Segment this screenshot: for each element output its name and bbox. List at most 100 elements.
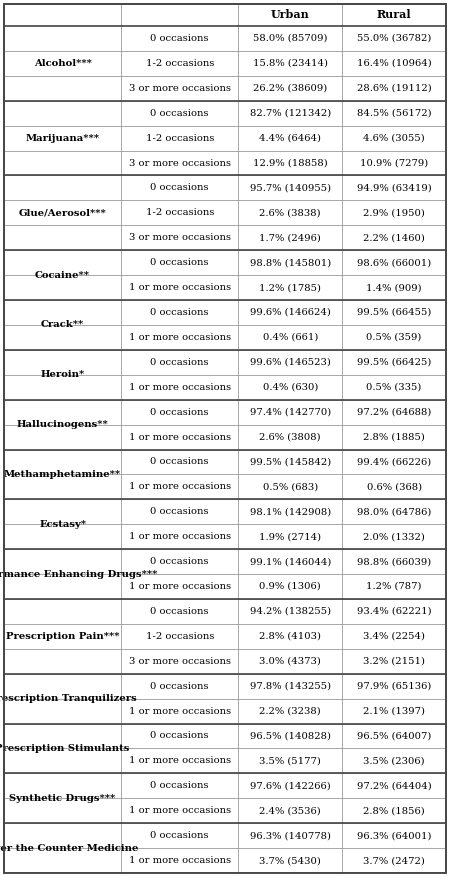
Text: 0 occasions: 0 occasions — [150, 308, 209, 317]
Text: 1 or more occasions: 1 or more occasions — [129, 532, 231, 541]
Text: 97.4% (142770): 97.4% (142770) — [250, 408, 331, 417]
Text: 0 occasions: 0 occasions — [150, 781, 209, 790]
Text: 95.7% (140955): 95.7% (140955) — [250, 183, 331, 192]
Text: 1.2% (787): 1.2% (787) — [366, 582, 422, 591]
Text: 0.6% (368): 0.6% (368) — [366, 482, 422, 491]
Text: 58.0% (85709): 58.0% (85709) — [253, 34, 328, 43]
Text: 2.0% (1332): 2.0% (1332) — [363, 532, 425, 541]
Text: 1 or more occasions: 1 or more occasions — [129, 582, 231, 591]
Text: 2.8% (1885): 2.8% (1885) — [363, 432, 425, 441]
Text: 2.2% (3238): 2.2% (3238) — [259, 707, 321, 716]
Text: Heroin*: Heroin* — [40, 370, 85, 379]
Text: 16.4% (10964): 16.4% (10964) — [357, 59, 432, 68]
Text: 55.0% (36782): 55.0% (36782) — [357, 34, 431, 43]
Text: 98.1% (142908): 98.1% (142908) — [250, 507, 331, 517]
Text: Over the Counter Medicine: Over the Counter Medicine — [0, 844, 139, 852]
Text: 0 occasions: 0 occasions — [150, 258, 209, 267]
Text: 1-2 occasions: 1-2 occasions — [145, 209, 214, 217]
Text: 94.2% (138255): 94.2% (138255) — [250, 607, 331, 616]
Text: 82.7% (121342): 82.7% (121342) — [250, 109, 331, 118]
Text: 99.6% (146523): 99.6% (146523) — [250, 358, 331, 367]
Text: 2.9% (1950): 2.9% (1950) — [363, 209, 425, 217]
Text: 0 occasions: 0 occasions — [150, 607, 209, 616]
Text: 0 occasions: 0 occasions — [150, 681, 209, 691]
Text: 2.1% (1397): 2.1% (1397) — [363, 707, 425, 716]
Text: 2.8% (4103): 2.8% (4103) — [259, 631, 321, 641]
Text: 0.9% (1306): 0.9% (1306) — [259, 582, 321, 591]
Text: 98.8% (66039): 98.8% (66039) — [357, 557, 431, 566]
Text: Synthetic Drugs***: Synthetic Drugs*** — [9, 794, 116, 802]
Text: 2.2% (1460): 2.2% (1460) — [363, 233, 425, 242]
Text: 0 occasions: 0 occasions — [150, 183, 209, 192]
Text: 99.5% (66425): 99.5% (66425) — [357, 358, 431, 367]
Text: 1-2 occasions: 1-2 occasions — [145, 59, 214, 68]
Text: 0 occasions: 0 occasions — [150, 831, 209, 840]
Text: 1.2% (1785): 1.2% (1785) — [259, 283, 321, 292]
Text: 97.8% (143255): 97.8% (143255) — [250, 681, 331, 691]
Text: 3.0% (4373): 3.0% (4373) — [259, 657, 321, 666]
Text: 3 or more occasions: 3 or more occasions — [129, 657, 231, 666]
Text: 97.6% (142266): 97.6% (142266) — [250, 781, 331, 790]
Text: 96.3% (64001): 96.3% (64001) — [357, 831, 431, 840]
Text: 2.8% (1856): 2.8% (1856) — [363, 806, 425, 816]
Text: Prescription Tranquilizers: Prescription Tranquilizers — [0, 694, 136, 703]
Text: 84.5% (56172): 84.5% (56172) — [357, 109, 432, 118]
Text: Performance Enhancing Drugs***: Performance Enhancing Drugs*** — [0, 569, 157, 579]
Text: 1 or more occasions: 1 or more occasions — [129, 482, 231, 491]
Text: 96.3% (140778): 96.3% (140778) — [250, 831, 331, 840]
Text: 3.5% (5177): 3.5% (5177) — [259, 756, 321, 766]
Text: 0.4% (630): 0.4% (630) — [262, 382, 318, 392]
Text: Urban: Urban — [271, 10, 310, 20]
Text: 93.4% (62221): 93.4% (62221) — [357, 607, 432, 616]
Text: 99.5% (66455): 99.5% (66455) — [357, 308, 431, 317]
Text: 12.9% (18858): 12.9% (18858) — [253, 159, 328, 168]
Text: 26.2% (38609): 26.2% (38609) — [253, 84, 327, 93]
Text: 3 or more occasions: 3 or more occasions — [129, 159, 231, 168]
Text: 0 occasions: 0 occasions — [150, 109, 209, 118]
Text: 1 or more occasions: 1 or more occasions — [129, 432, 231, 441]
Text: 97.2% (64688): 97.2% (64688) — [357, 408, 431, 417]
Text: 2.4% (3536): 2.4% (3536) — [259, 806, 321, 816]
Text: Prescription Stimulants: Prescription Stimulants — [0, 744, 130, 753]
Text: 1 or more occasions: 1 or more occasions — [129, 756, 231, 766]
Text: 99.1% (146044): 99.1% (146044) — [249, 557, 331, 566]
Text: 96.5% (64007): 96.5% (64007) — [357, 731, 431, 740]
Text: 3.2% (2151): 3.2% (2151) — [363, 657, 425, 666]
Text: 99.4% (66226): 99.4% (66226) — [357, 458, 431, 467]
Text: Hallucinogens**: Hallucinogens** — [17, 420, 108, 429]
Text: 2.6% (3808): 2.6% (3808) — [259, 432, 321, 441]
Text: 1-2 occasions: 1-2 occasions — [145, 133, 214, 143]
Text: 3.7% (5430): 3.7% (5430) — [259, 856, 321, 865]
Text: 1.7% (2496): 1.7% (2496) — [259, 233, 321, 242]
Text: 0 occasions: 0 occasions — [150, 358, 209, 367]
Text: 1 or more occasions: 1 or more occasions — [129, 856, 231, 865]
Text: 10.9% (7279): 10.9% (7279) — [360, 159, 428, 168]
Text: 0 occasions: 0 occasions — [150, 731, 209, 740]
Text: 98.8% (145801): 98.8% (145801) — [250, 258, 331, 267]
Text: 0 occasions: 0 occasions — [150, 34, 209, 43]
Text: 3.4% (2254): 3.4% (2254) — [363, 631, 425, 641]
Text: 1.9% (2714): 1.9% (2714) — [259, 532, 321, 541]
Text: 15.8% (23414): 15.8% (23414) — [253, 59, 328, 68]
Text: Cocaine**: Cocaine** — [35, 271, 90, 280]
Text: 1 or more occasions: 1 or more occasions — [129, 283, 231, 292]
Text: Methamphetamine**: Methamphetamine** — [4, 470, 121, 479]
Text: 3 or more occasions: 3 or more occasions — [129, 233, 231, 242]
Text: Marijuana***: Marijuana*** — [26, 133, 99, 143]
Text: 1 or more occasions: 1 or more occasions — [129, 707, 231, 716]
Text: Prescription Pain***: Prescription Pain*** — [6, 631, 119, 641]
Text: 99.6% (146624): 99.6% (146624) — [250, 308, 331, 317]
Text: 1 or more occasions: 1 or more occasions — [129, 333, 231, 342]
Text: 0 occasions: 0 occasions — [150, 458, 209, 467]
Text: 0.4% (661): 0.4% (661) — [262, 333, 318, 342]
Text: 97.2% (64404): 97.2% (64404) — [357, 781, 432, 790]
Text: 0.5% (359): 0.5% (359) — [366, 333, 422, 342]
Text: Glue/Aerosol***: Glue/Aerosol*** — [19, 209, 107, 217]
Text: 1-2 occasions: 1-2 occasions — [145, 631, 214, 641]
Text: 1 or more occasions: 1 or more occasions — [129, 382, 231, 392]
Text: Ecstasy*: Ecstasy* — [39, 520, 86, 529]
Text: 96.5% (140828): 96.5% (140828) — [250, 731, 331, 740]
Text: 94.9% (63419): 94.9% (63419) — [357, 183, 432, 192]
Text: 0 occasions: 0 occasions — [150, 408, 209, 417]
Text: 3.7% (2472): 3.7% (2472) — [363, 856, 425, 865]
